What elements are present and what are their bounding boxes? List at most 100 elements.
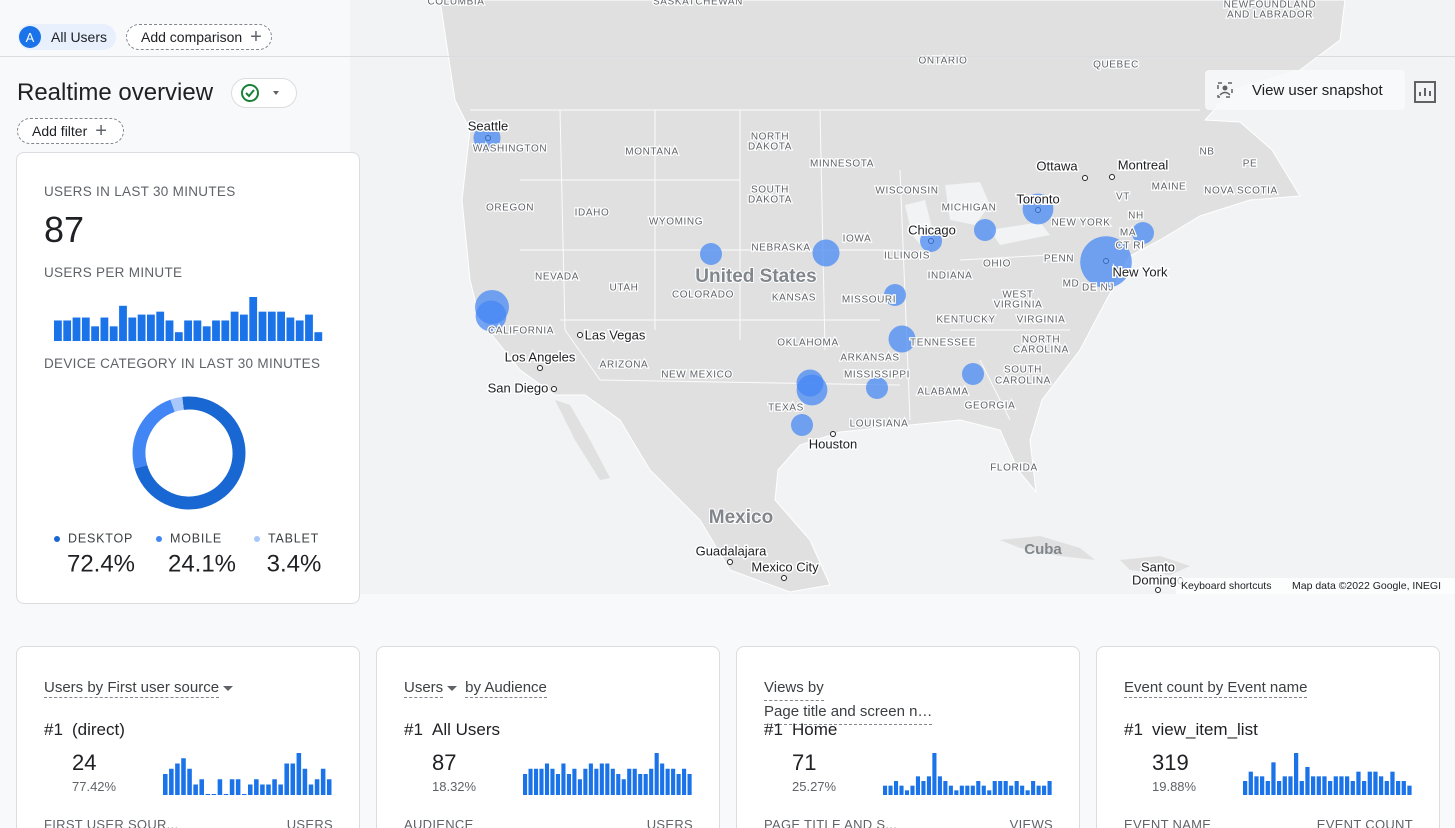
bar [314,332,323,341]
bar [948,785,953,795]
map-label: WEST [1002,290,1033,301]
map-label: OKLAHOMA [777,338,838,349]
mini-bars [163,753,332,795]
bar [302,768,308,795]
report-card: Event count by Event name #1 view_item_lis… [1096,646,1440,828]
bar [594,768,599,795]
card-title-part: Event count by Event name [1124,679,1308,698]
user-bubble [920,230,942,252]
bar [599,763,604,795]
users-label: USERS IN LAST 30 MINUTES [44,184,236,199]
card-title: Users by Audience [404,677,704,699]
bar [1248,771,1253,795]
bar [921,781,926,795]
map-label: Las Vegas [585,327,646,342]
bar [1265,781,1270,795]
bar [632,768,637,795]
card-title: Views by Page title and screen n… [764,677,1064,725]
top-share: 77.42% [72,779,117,794]
map-label: KANSAS [772,293,816,304]
map-label: SOUTH [1004,365,1042,376]
map-label: ALABAMA [917,387,968,398]
bar [954,790,959,795]
add-comparison[interactable]: Add comparison + [126,24,272,50]
chart-edit-icon[interactable] [1413,79,1439,105]
map-label: SASKATCHEWAN [653,0,743,8]
bar [284,763,289,795]
segment-name: All Users [51,29,108,45]
user-bubble [791,414,813,436]
rank: #1 [764,720,783,739]
bar [235,779,241,795]
bar [1356,771,1361,795]
bar [528,768,533,795]
card-title: Event count by Event name [1124,677,1424,699]
user-bubble [475,300,507,332]
map-label: NEW MEXICO [661,370,733,381]
map-label: New York [1113,264,1168,279]
map-label: Domingo [1132,572,1184,587]
bar [1362,781,1367,795]
bar [217,779,223,795]
bar [1254,776,1259,795]
map-label: NORTH [751,132,789,143]
bar [229,779,235,795]
bar [81,317,90,341]
bar [539,768,544,795]
bar [249,297,258,341]
map-label: MAINE [1152,182,1187,193]
bar [1036,785,1041,795]
bar [1311,776,1316,795]
user-bubble [974,219,996,241]
bar [1367,771,1372,795]
bar [550,768,555,795]
bar [278,784,283,795]
bar [649,768,654,795]
map-label: ARIZONA [600,360,649,371]
divider [0,56,1455,57]
view-snapshot[interactable]: View user snapshot [1205,70,1405,110]
bar [932,753,937,795]
map-label: WYOMING [649,217,703,228]
status-icon [241,84,279,102]
bar [1333,776,1338,795]
map-label: WISCONSIN [875,186,938,197]
status-chip[interactable] [231,78,297,108]
user-bubble [962,363,984,385]
bar [211,794,217,795]
map-label: ARKANSAS [840,353,899,364]
legend-label: DESKTOP [68,531,133,545]
rank: #1 [44,720,63,739]
map-label: ONTARIO [918,56,967,67]
bar [904,790,910,795]
bar [588,763,593,795]
bar [1031,781,1036,795]
bar [193,320,202,341]
report-card: Users by Audience #1 All Users 87 18.32% AUDIE… [376,646,720,828]
map-label: San Diego [488,380,549,395]
bar [1322,776,1327,795]
bar [883,785,888,795]
map-label: OREGON [486,203,534,214]
map-label: Cuba [1024,541,1062,558]
map-label: Santo [1141,559,1175,574]
add-filter[interactable]: Add filter + [17,118,124,144]
bar [241,794,247,795]
dropdown-caret [223,685,234,691]
bar [296,753,302,795]
user-bubble [796,374,828,406]
segment-chip[interactable]: A All Users [18,24,116,50]
map-label: NEBRASKA [751,243,810,254]
bar [671,768,676,795]
segment-badge: A [19,26,41,48]
bar [610,768,615,795]
rank: #1 [404,720,423,739]
bar [308,784,314,795]
map-label: GEORGIA [965,401,1016,412]
user-bubble [1080,236,1132,288]
map-label: KENTUCKY [936,315,995,326]
map-label: UTAH [610,283,639,294]
map-label: DE NJ [1082,283,1114,294]
bar [230,311,239,341]
